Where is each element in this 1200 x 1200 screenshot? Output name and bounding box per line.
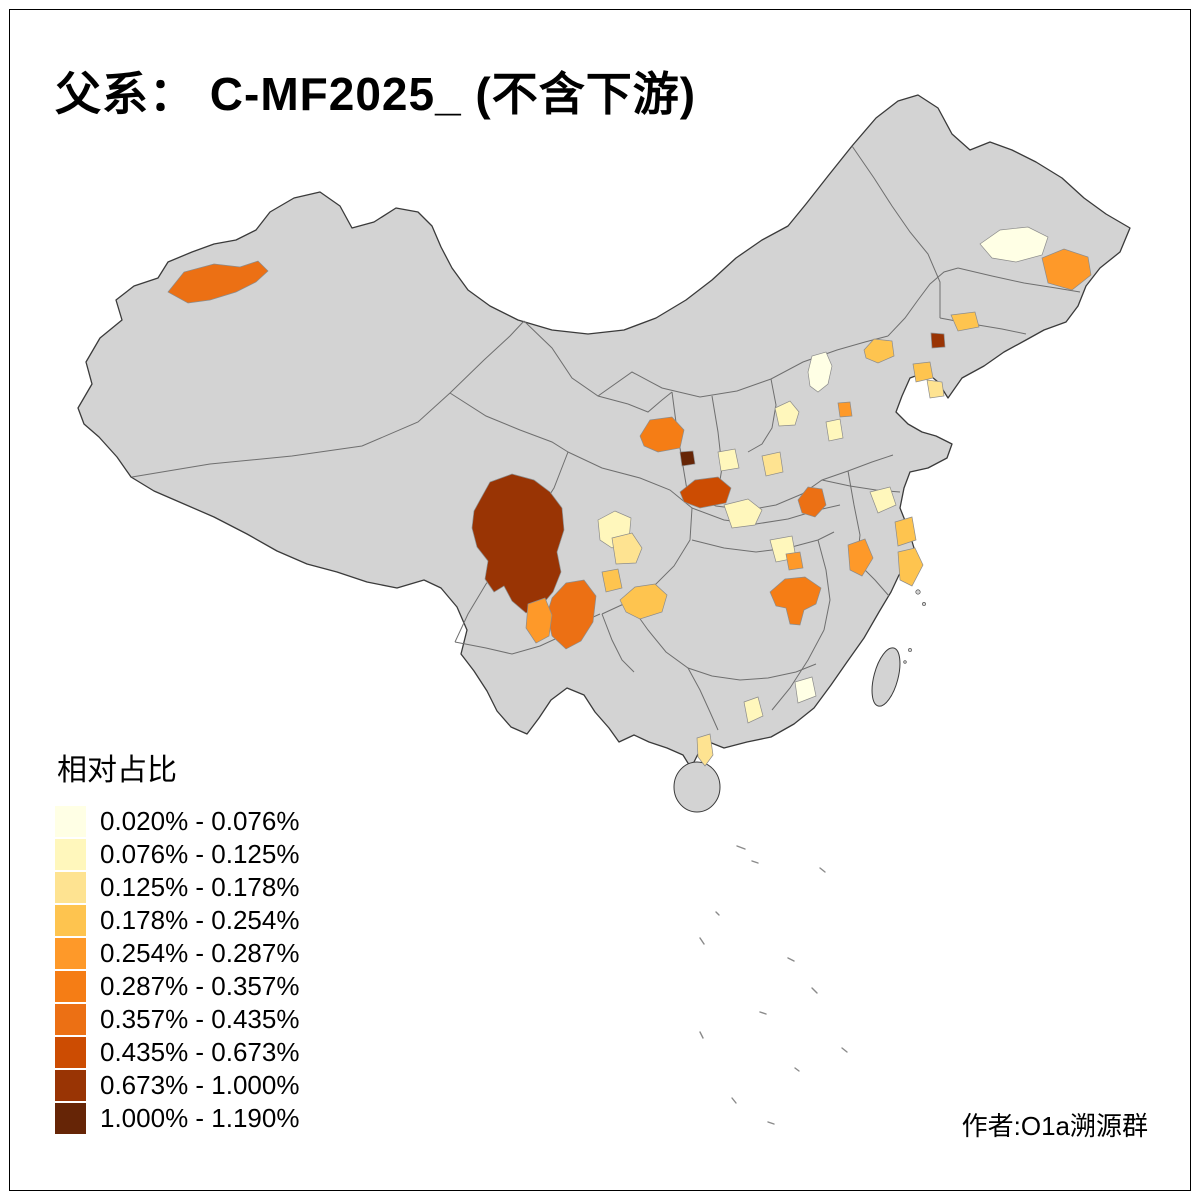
shaded-prefectures (167, 226, 1092, 767)
map-region (926, 379, 945, 399)
legend-item: 1.000% - 1.190% (55, 1102, 299, 1135)
legend-item: 0.673% - 1.000% (55, 1069, 299, 1102)
map-region (679, 476, 732, 509)
legend-label: 0.125% - 0.178% (100, 872, 300, 902)
map-region (869, 486, 897, 514)
author-credit: 作者:O1a溯源群 (961, 1111, 1148, 1141)
legend-item: 0.076% - 0.125% (55, 838, 299, 871)
map-region (696, 733, 714, 767)
map-region (1041, 248, 1092, 291)
map-region (897, 547, 924, 587)
legend-item: 0.178% - 0.254% (55, 904, 299, 937)
map-region (639, 416, 685, 453)
map-region (912, 361, 934, 383)
map-region (774, 400, 800, 427)
map-region (611, 532, 643, 565)
legend-item: 0.125% - 0.178% (55, 871, 299, 904)
map-region (785, 551, 804, 571)
map-region (847, 538, 874, 577)
legend-label: 0.076% - 0.125% (100, 839, 300, 869)
legend-item: 0.254% - 0.287% (55, 937, 299, 970)
legend-swatch (55, 905, 86, 936)
legend-swatch (55, 1037, 86, 1068)
map-region (837, 401, 853, 418)
figure-title: 父系： C-MF2025_ (不含下游) (55, 68, 697, 120)
legend-label: 0.178% - 0.254% (100, 905, 300, 935)
map-region (723, 498, 763, 529)
map-region (807, 351, 833, 393)
map-region (950, 311, 980, 332)
legend-swatch (55, 971, 86, 1002)
legend-swatch (55, 1103, 86, 1134)
legend-swatch (55, 1070, 86, 1101)
legend-label: 0.020% - 0.076% (100, 806, 300, 836)
legend-label: 0.287% - 0.357% (100, 971, 300, 1001)
map-region (679, 450, 696, 467)
coastal-islands (903, 589, 926, 664)
legend-swatch (55, 806, 86, 837)
legend-label: 0.673% - 1.000% (100, 1070, 300, 1100)
map-region (863, 338, 895, 364)
map-region (894, 516, 917, 547)
legend-swatch (55, 872, 86, 903)
map-region (794, 676, 817, 704)
legend-rows: 0.020% - 0.076% 0.076% - 0.125% 0.125% - 0… (55, 805, 299, 1135)
map-region (825, 418, 844, 442)
legend-title: 相对占比 (57, 754, 177, 787)
legend-label: 1.000% - 1.190% (100, 1103, 300, 1133)
legend-item: 0.357% - 0.435% (55, 1003, 299, 1036)
china-mainland-shape (77, 94, 1131, 769)
map-region (979, 226, 1049, 263)
map-region (930, 332, 946, 349)
map-region (743, 696, 764, 724)
map-region (717, 448, 740, 472)
map-region (761, 451, 784, 477)
legend-swatch (55, 938, 86, 969)
legend-item: 0.020% - 0.076% (55, 805, 299, 838)
legend-item: 0.287% - 0.357% (55, 970, 299, 1003)
legend-label: 0.435% - 0.673% (100, 1037, 300, 1067)
taiwan-island (871, 647, 901, 707)
legend-label: 0.254% - 0.287% (100, 938, 300, 968)
legend-swatch (55, 1004, 86, 1035)
map-region (769, 576, 822, 626)
hainan-island (673, 761, 721, 813)
map-region (797, 486, 827, 518)
map-region (525, 597, 553, 644)
legend-label: 0.357% - 0.435% (100, 1004, 300, 1034)
legend-item: 0.435% - 0.673% (55, 1036, 299, 1069)
south-china-sea-islets (699, 845, 848, 1125)
map-region (167, 260, 269, 304)
map-region (619, 583, 668, 620)
legend: 相对占比 0.020% - 0.076% 0.076% - 0.125% 0.125… (55, 745, 299, 1135)
map-region (601, 568, 623, 593)
legend-swatch (55, 839, 86, 870)
